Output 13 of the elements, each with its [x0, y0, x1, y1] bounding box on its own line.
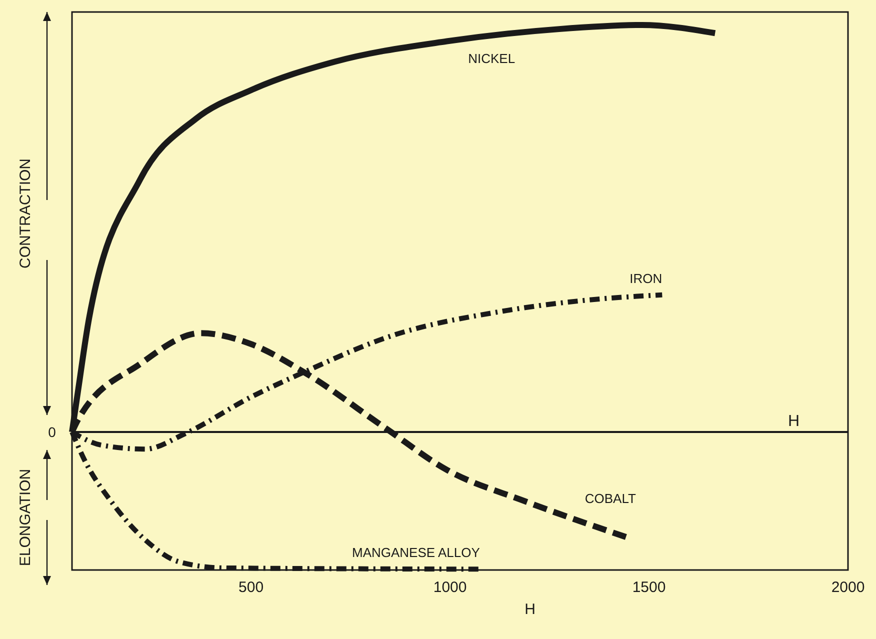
x-tick-label: 500: [238, 579, 264, 596]
series-label: MANGANESE ALLOY: [352, 545, 480, 560]
text: 0: [48, 424, 56, 440]
x-axis-title: H: [524, 601, 536, 618]
text: ELONGATION: [17, 468, 34, 566]
series-label: NICKEL: [468, 51, 516, 66]
x-tick-label: 1500: [632, 579, 666, 596]
x-tick-label: 1000: [433, 579, 467, 596]
series-label: COBALT: [584, 491, 636, 506]
y-axis-title: CONTRACTION: [17, 158, 34, 268]
x-tick-label: 2000: [831, 579, 865, 596]
ref-line-label: H: [788, 413, 800, 430]
series-label: IRON: [630, 270, 662, 286]
